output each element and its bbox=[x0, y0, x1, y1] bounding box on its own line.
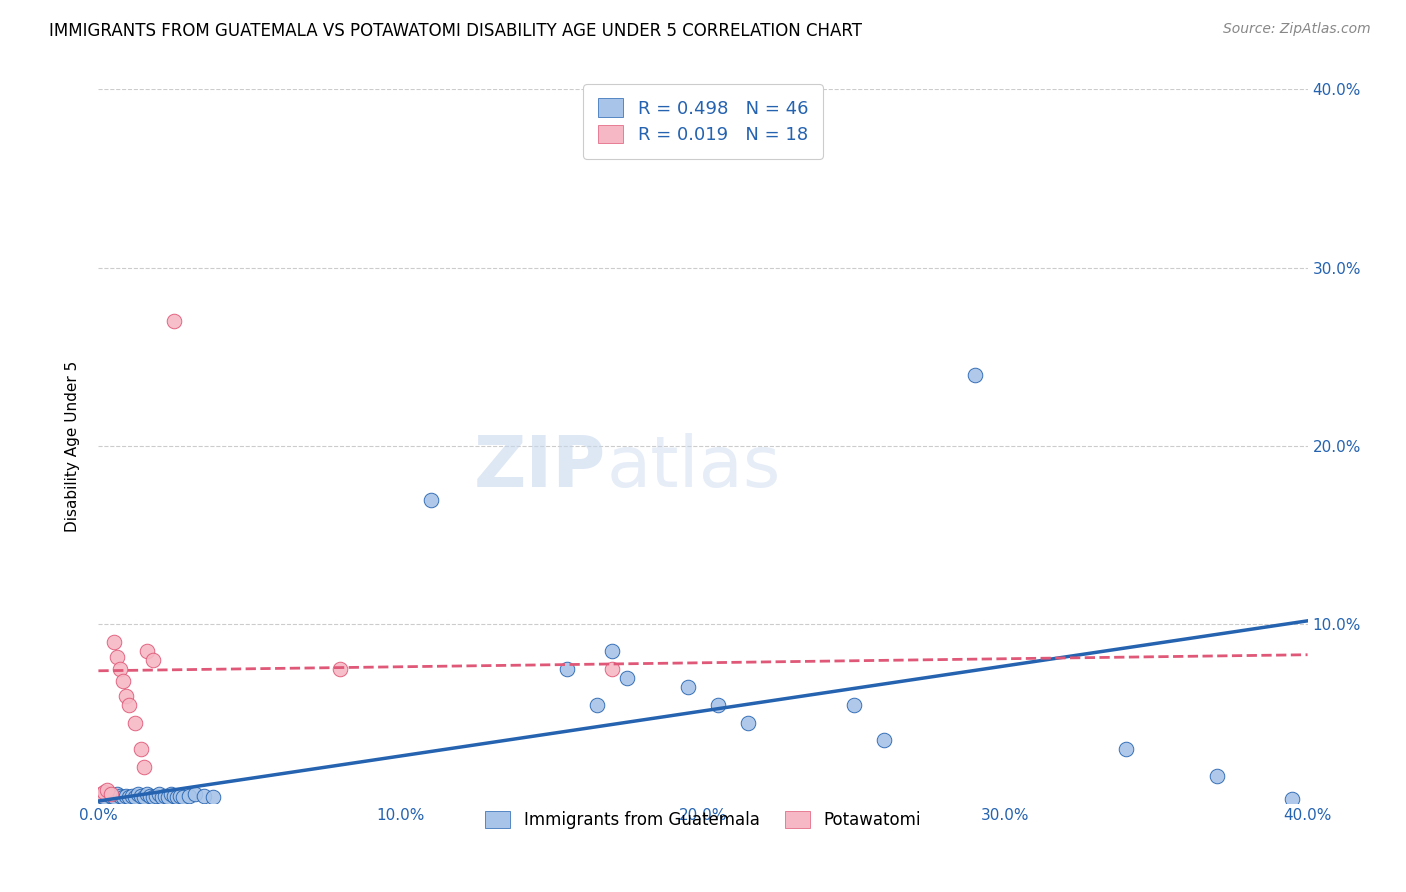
Point bbox=[111, 790, 134, 805]
Legend: Immigrants from Guatemala, Potawatomi: Immigrants from Guatemala, Potawatomi bbox=[477, 803, 929, 838]
Point bbox=[420, 492, 443, 507]
Point bbox=[111, 674, 134, 689]
Point bbox=[90, 787, 112, 801]
Point bbox=[103, 790, 125, 805]
Point bbox=[132, 760, 155, 774]
Point bbox=[100, 789, 122, 803]
Text: ZIP: ZIP bbox=[474, 433, 606, 502]
Point bbox=[160, 787, 183, 801]
Point bbox=[124, 790, 146, 805]
Text: IMMIGRANTS FROM GUATEMALA VS POTAWATOMI DISABILITY AGE UNDER 5 CORRELATION CHART: IMMIGRANTS FROM GUATEMALA VS POTAWATOMI … bbox=[49, 22, 862, 40]
Point bbox=[129, 789, 152, 803]
Point bbox=[96, 787, 118, 801]
Point bbox=[148, 787, 170, 801]
Point bbox=[96, 783, 118, 797]
Point bbox=[873, 733, 896, 747]
Point bbox=[179, 789, 201, 803]
Point bbox=[172, 790, 194, 805]
Point bbox=[965, 368, 987, 382]
Point bbox=[118, 698, 141, 712]
Point bbox=[602, 644, 624, 658]
Point bbox=[114, 789, 136, 803]
Point bbox=[169, 789, 191, 803]
Point bbox=[93, 790, 115, 805]
Point bbox=[121, 789, 143, 803]
Point bbox=[602, 662, 624, 676]
Point bbox=[127, 787, 149, 801]
Point bbox=[1206, 769, 1229, 783]
Point bbox=[163, 789, 186, 803]
Point bbox=[93, 785, 115, 799]
Point bbox=[153, 789, 176, 803]
Point bbox=[555, 662, 578, 676]
Point bbox=[844, 698, 866, 712]
Point bbox=[90, 789, 112, 803]
Point bbox=[105, 649, 128, 664]
Point bbox=[135, 644, 157, 658]
Point bbox=[1281, 792, 1303, 806]
Point bbox=[139, 789, 162, 803]
Point bbox=[142, 653, 165, 667]
Point bbox=[150, 790, 173, 805]
Point bbox=[202, 790, 225, 805]
Point bbox=[193, 789, 215, 803]
Point bbox=[108, 789, 131, 803]
Point bbox=[105, 787, 128, 801]
Point bbox=[142, 790, 165, 805]
Point bbox=[145, 789, 167, 803]
Point bbox=[329, 662, 352, 676]
Point bbox=[707, 698, 730, 712]
Point bbox=[135, 787, 157, 801]
Point bbox=[100, 787, 122, 801]
Point bbox=[132, 790, 155, 805]
Point bbox=[184, 787, 207, 801]
Point bbox=[166, 790, 188, 805]
Point bbox=[103, 635, 125, 649]
Point bbox=[1115, 742, 1137, 756]
Point bbox=[156, 790, 179, 805]
Text: Source: ZipAtlas.com: Source: ZipAtlas.com bbox=[1223, 22, 1371, 37]
Point bbox=[163, 314, 186, 328]
Point bbox=[129, 742, 152, 756]
Point bbox=[124, 715, 146, 730]
Point bbox=[118, 790, 141, 805]
Text: atlas: atlas bbox=[606, 433, 780, 502]
Y-axis label: Disability Age Under 5: Disability Age Under 5 bbox=[65, 360, 80, 532]
Point bbox=[616, 671, 638, 685]
Point bbox=[114, 689, 136, 703]
Point bbox=[676, 680, 699, 694]
Point bbox=[586, 698, 609, 712]
Point bbox=[108, 662, 131, 676]
Point bbox=[737, 715, 759, 730]
